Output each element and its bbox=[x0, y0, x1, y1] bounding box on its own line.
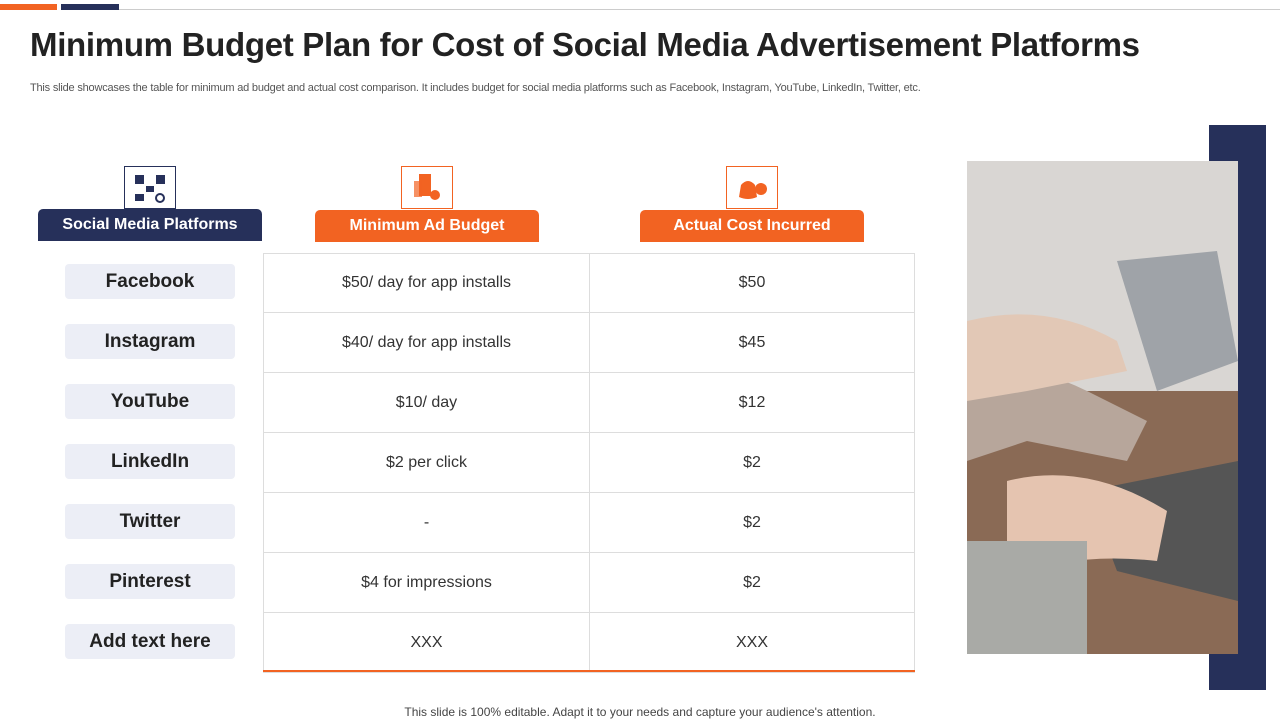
header: Minimum Ad Budget bbox=[315, 210, 539, 242]
budget-cell: $2 per click bbox=[263, 433, 590, 493]
platform-label: Add text here bbox=[65, 624, 235, 659]
budget-cell: $40/ day for app installs bbox=[263, 313, 590, 373]
title: Minimum Budget Plan for Cost of Social M… bbox=[30, 26, 1140, 63]
platform-label: Instagram bbox=[65, 324, 235, 359]
accent-bar bbox=[0, 4, 57, 10]
platform-label: Twitter bbox=[65, 504, 235, 539]
cost-cell: XXX bbox=[589, 613, 915, 673]
icon bbox=[124, 166, 176, 209]
cost-cell: $50 bbox=[589, 253, 915, 313]
budget-cell: $50/ day for app installs bbox=[263, 253, 590, 313]
cost-cell: $12 bbox=[589, 373, 915, 433]
cost-cell: $2 bbox=[589, 493, 915, 553]
icon bbox=[401, 166, 453, 209]
budget-cell: XXX bbox=[263, 613, 590, 673]
platform-label: Facebook bbox=[65, 264, 235, 299]
cost-cell: $2 bbox=[589, 553, 915, 613]
icon bbox=[726, 166, 778, 209]
table-top bbox=[263, 253, 915, 254]
accent-bar bbox=[61, 4, 119, 10]
photo bbox=[967, 161, 1238, 654]
budget-cell: $4 for impressions bbox=[263, 553, 590, 613]
subtitle: This slide showcases the table for minim… bbox=[30, 82, 921, 94]
cost-icon bbox=[739, 181, 767, 199]
rule bbox=[119, 9, 1280, 10]
platform-label: YouTube bbox=[65, 384, 235, 419]
table-bottom bbox=[263, 670, 915, 672]
header: Social Media Platforms bbox=[38, 209, 262, 241]
platform-label: Pinterest bbox=[65, 564, 235, 599]
cost-cell: $45 bbox=[589, 313, 915, 373]
platform-label: LinkedIn bbox=[65, 444, 235, 479]
budget-cell: - bbox=[263, 493, 590, 553]
social-icons bbox=[135, 175, 165, 203]
cost-cell: $2 bbox=[589, 433, 915, 493]
budget-icon bbox=[414, 174, 440, 200]
budget-cell: $10/ day bbox=[263, 373, 590, 433]
footer: This slide is 100% editable. Adapt it to… bbox=[404, 705, 876, 719]
header: Actual Cost Incurred bbox=[640, 210, 864, 242]
